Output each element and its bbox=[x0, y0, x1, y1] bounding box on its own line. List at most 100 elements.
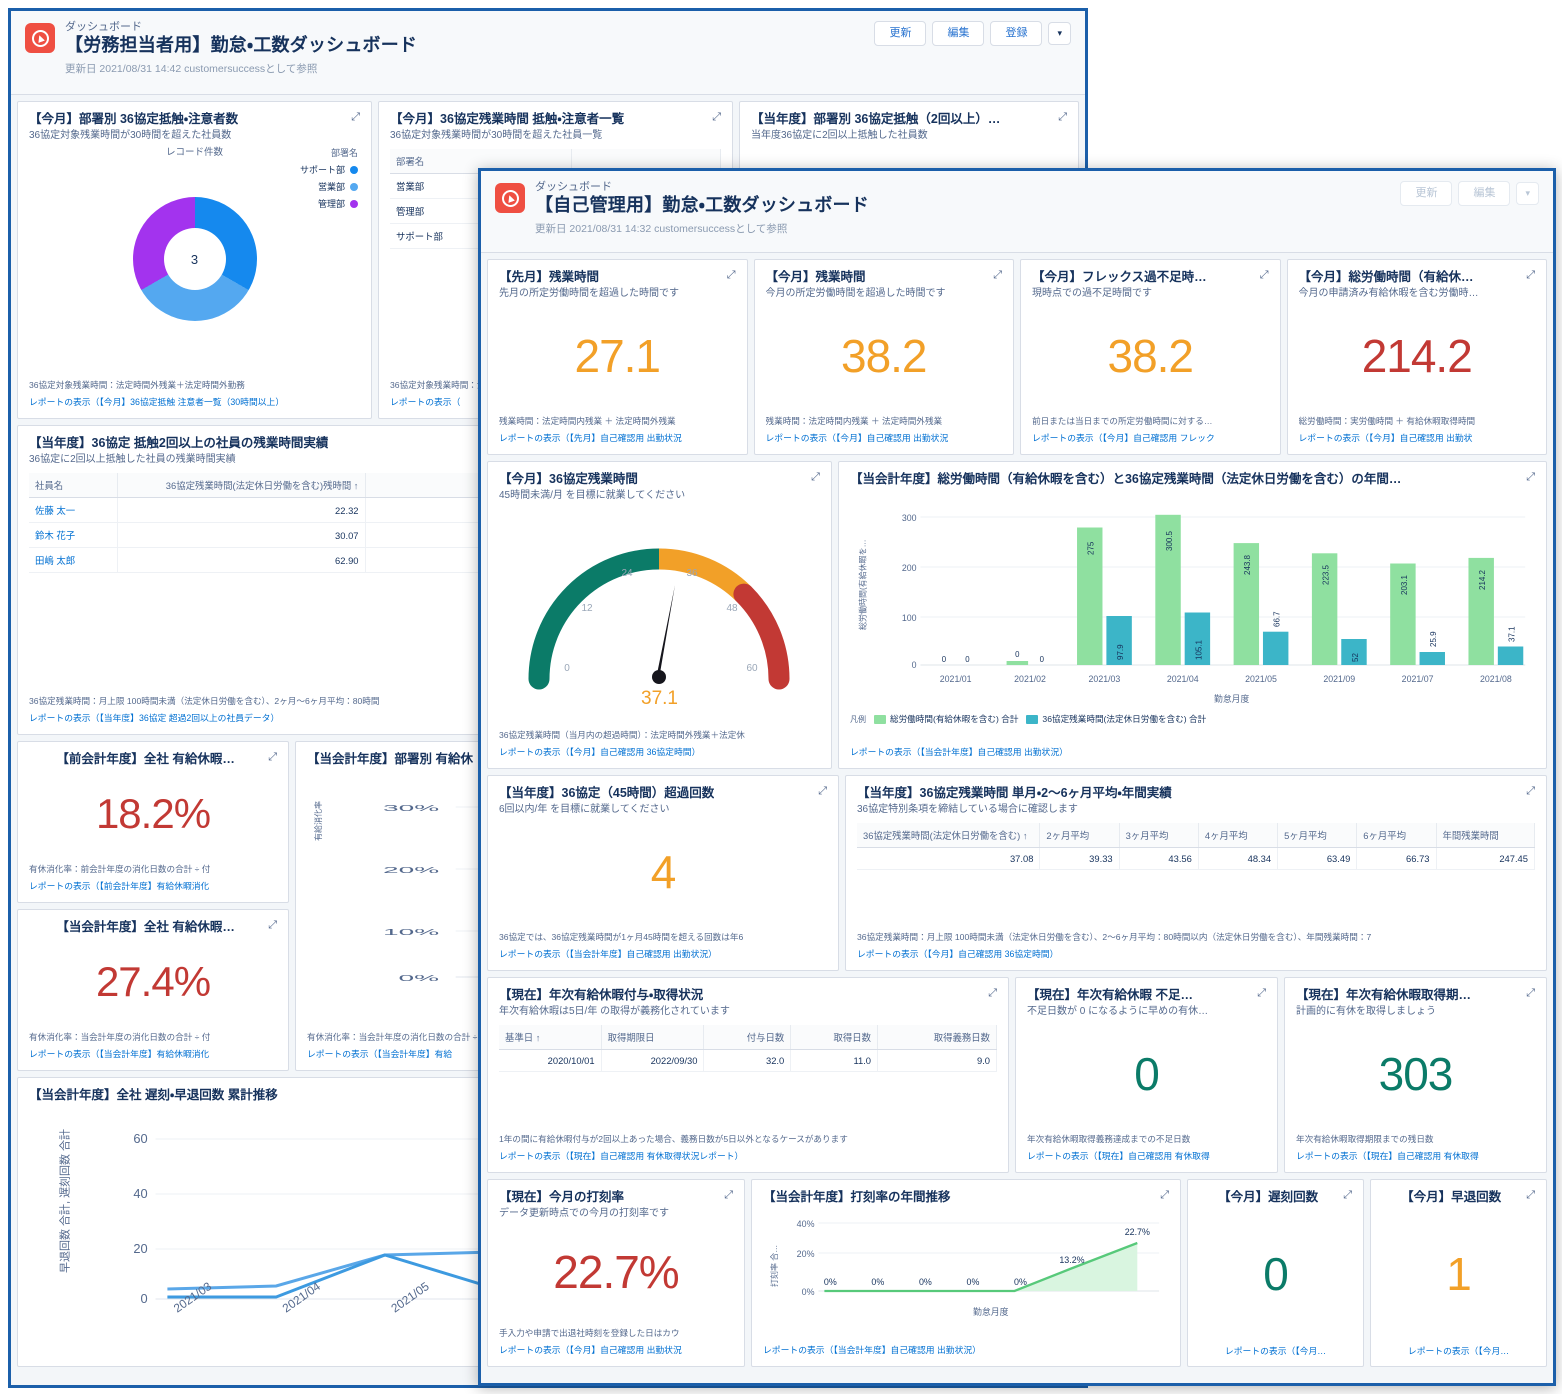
expand-icon[interactable]: ⤢ bbox=[1257, 987, 1266, 999]
expand-icon[interactable]: ⤢ bbox=[712, 111, 721, 123]
expand-icon[interactable]: ⤢ bbox=[726, 269, 736, 281]
view-report-link[interactable]: レポートの表示（【現在】自己確認用 有休取得 bbox=[1296, 1151, 1479, 1161]
card-punch-rate-trend[interactable]: 【当会計年度】打刻率の年間推移 ⤢ 打刻率 合… 40% 20% 0% bbox=[751, 1179, 1181, 1367]
expand-icon[interactable]: ⤢ bbox=[1526, 987, 1535, 999]
expand-icon[interactable]: ⤢ bbox=[1526, 269, 1535, 281]
edit-button[interactable]: 編集 bbox=[932, 21, 985, 47]
column-header-name[interactable]: 社員名 bbox=[29, 473, 118, 499]
bar-green bbox=[1006, 661, 1029, 666]
y-tick: 100 bbox=[902, 613, 917, 623]
view-report-link[interactable]: レポートの表示（【前会計年度】有給休暇消化 bbox=[29, 881, 210, 891]
legend-label: 36協定残業時間(法定休日労働を含む) 合計 bbox=[1042, 714, 1207, 725]
view-report-link[interactable]: レポートの表示（【今月】自己確認用 出勤状 bbox=[1298, 433, 1473, 443]
expand-icon[interactable]: ⤢ bbox=[818, 785, 827, 797]
card-paid-leave-shortage[interactable]: 【現在】年次有給休暇 不足… ⤢ 不足日数が 0 になるように早めの有休… 0 … bbox=[1015, 977, 1278, 1173]
card-36-gauge[interactable]: 【今月】36協定残業時間 ⤢ 45時間未満/月 を目標に就業してください 0 bbox=[487, 461, 832, 769]
view-report-link[interactable]: レポートの表示（【現在】自己確認用 有休取得状況レポート） bbox=[499, 1151, 744, 1161]
column-header-v1[interactable]: 36協定残業時間(法定休日労働を含む)残時間 ↑ bbox=[117, 473, 366, 499]
view-report-link[interactable]: レポートの表示（【当会計年度】有給休暇消化 bbox=[29, 1049, 210, 1059]
view-report-link[interactable]: レポートの表示（【当会計年度】自己確認用 出勤状況） bbox=[763, 1345, 981, 1355]
card-title: 【現在】年次有給休暇付与・取得状況 bbox=[499, 988, 704, 1002]
cell-avg4: 48.34 bbox=[1198, 847, 1279, 871]
card-dept-36-touch-donut[interactable]: 【今月】部署別 36協定抵触・注意者数 ⤢ 36協定対象残業時間が30時間を超え… bbox=[17, 101, 372, 419]
column-header[interactable]: 取得義務日数 bbox=[877, 1025, 997, 1051]
column-header[interactable]: 取得期限日 bbox=[601, 1025, 705, 1051]
edit-button[interactable]: 編集 bbox=[1458, 181, 1511, 207]
column-header[interactable]: 5ヶ月平均 bbox=[1277, 823, 1358, 849]
column-header[interactable]: 基準日 ↑ bbox=[499, 1025, 602, 1051]
cell-employee-name[interactable]: 鈴木 花子 bbox=[29, 522, 118, 549]
expand-icon[interactable]: ⤢ bbox=[993, 269, 1002, 281]
expand-icon[interactable]: ⤢ bbox=[1526, 1189, 1535, 1201]
card-this-month-overtime[interactable]: 【今月】残業時間 ⤢ 今月の所定労働時間を超過した時間です 38.2 残業時間：… bbox=[753, 259, 1014, 455]
card-cur-year-paid-leave[interactable]: 【当会計年度】全社 有給休暇… ⤢ 27.4% 有休消化率：当会計年度の消化日数… bbox=[17, 909, 289, 1071]
x-axis-label: 勤怠月度 bbox=[1214, 693, 1249, 704]
metric-value: 27.1 bbox=[574, 330, 661, 383]
column-header[interactable]: 取得日数 bbox=[790, 1025, 879, 1051]
gauge-needle bbox=[656, 584, 676, 679]
cell-employee-name[interactable]: 田嶋 太郎 bbox=[29, 547, 118, 574]
view-report-link[interactable]: レポートの表示（【当会計年度】自己確認用 出勤状況） bbox=[499, 949, 717, 959]
view-report-link[interactable]: レポートの表示（【当会計年度】自己確認用 出勤状況） bbox=[849, 747, 1068, 757]
header-actions: 更新 編集 ▾ bbox=[1400, 181, 1539, 207]
dashboard-app-icon bbox=[495, 183, 525, 213]
expand-icon[interactable]: ⤢ bbox=[1526, 785, 1535, 797]
view-report-link[interactable]: レポートの表示（【今月】自己確認用 出勤状況 bbox=[765, 433, 949, 443]
column-header[interactable]: 付与日数 bbox=[703, 1025, 792, 1051]
chevron-down-icon[interactable]: ▾ bbox=[1048, 22, 1071, 45]
view-report-link[interactable]: レポートの表示（【今月】自己確認用 フレック bbox=[1032, 433, 1215, 443]
column-header[interactable]: 年間残業時間 bbox=[1436, 823, 1536, 849]
card-flex-balance[interactable]: 【今月】フレックス過不足時… ⤢ 現時点での過不足時間です 38.2 前日または… bbox=[1020, 259, 1281, 455]
card-36-over-count[interactable]: 【当年度】36協定（45時間）超過回数 ⤢ 6回以内/年 を目標に就業してくださ… bbox=[487, 775, 839, 971]
subscribe-button[interactable]: 登録 bbox=[990, 21, 1043, 47]
column-header[interactable]: 3ヶ月平均 bbox=[1119, 823, 1199, 849]
cell-employee-name[interactable]: 佐藤 太一 bbox=[29, 497, 118, 524]
refresh-button[interactable]: 更新 bbox=[1400, 181, 1453, 207]
chevron-down-icon[interactable]: ▾ bbox=[1516, 182, 1539, 205]
view-report-link[interactable]: レポートの表示（【今月】自己確認用 出勤状況 bbox=[499, 1345, 682, 1355]
y-tick: 0 bbox=[912, 660, 917, 670]
expand-icon[interactable]: ⤢ bbox=[724, 1189, 733, 1201]
card-early-leave-count[interactable]: 【今月】早退回数 ⤢ 1 レポートの表示（【今月… bbox=[1370, 1179, 1547, 1367]
card-paid-leave-status[interactable]: 【現在】年次有給休暇付与・取得状況 ⤢ 年次有給休暇は5日/年 の取得が義務化さ… bbox=[487, 977, 1009, 1173]
column-header[interactable]: 36協定残業時間(法定休日労働を含む) ↑ bbox=[857, 823, 1041, 849]
self-management-dashboard-window[interactable]: ダッシュボード 【自己管理用】勤怠・工数ダッシュボード 更新日 2021/08/… bbox=[478, 168, 1556, 1386]
card-paid-leave-days-left[interactable]: 【現在】年次有給休暇取得期… ⤢ 計画的に有休を取得しましょう 303 年次有給… bbox=[1284, 977, 1547, 1173]
card-late-count[interactable]: 【今月】遅刻回数 ⤢ 0 レポートの表示（【今月… bbox=[1187, 1179, 1364, 1367]
card-prev-year-paid-leave[interactable]: 【前会計年度】全社 有給休暇… ⤢ 18.2% 有休消化率：前会計年度の消化日数… bbox=[17, 741, 289, 903]
expand-icon[interactable]: ⤢ bbox=[988, 987, 997, 999]
expand-icon[interactable]: ⤢ bbox=[1259, 269, 1269, 281]
view-report-link[interactable]: レポートの表示（ bbox=[390, 397, 461, 407]
card-title: 【今月】総労働時間（有給休… bbox=[1298, 270, 1474, 284]
expand-icon[interactable]: ⤢ bbox=[811, 471, 820, 483]
card-punch-rate[interactable]: 【現在】今月の打刻率 ⤢ データ更新時点での今月の打刻率です 22.7% 手入力… bbox=[487, 1179, 745, 1367]
view-report-link[interactable]: レポートの表示（【先月】自己確認用 出勤状況 bbox=[499, 433, 682, 443]
refresh-button[interactable]: 更新 bbox=[874, 21, 927, 47]
column-header[interactable]: 4ヶ月平均 bbox=[1198, 823, 1279, 849]
view-report-link[interactable]: レポートの表示（【今月… bbox=[1224, 1346, 1327, 1357]
column-header[interactable]: 6ヶ月平均 bbox=[1356, 823, 1437, 849]
view-report-link[interactable]: レポートの表示（【今月】自己確認用 36協定時間） bbox=[857, 949, 1059, 959]
expand-icon[interactable]: ⤢ bbox=[351, 111, 360, 123]
card-title: 【前会計年度】全社 有給休暇… bbox=[56, 752, 235, 766]
expand-icon[interactable]: ⤢ bbox=[268, 919, 277, 931]
view-report-link[interactable]: レポートの表示（【当会計年度】有給 bbox=[307, 1049, 453, 1059]
view-report-link[interactable]: レポートの表示（【当年度】36協定 超過2回以上の社員データ） bbox=[29, 713, 280, 723]
view-report-link[interactable]: レポートの表示（【今月】自己確認用 36協定時間） bbox=[499, 747, 701, 757]
card-overtime-average-table[interactable]: 【当年度】36協定残業時間 単月・2～6ヶ月平均・年間実績 ⤢ 36協定特別条項… bbox=[845, 775, 1547, 971]
view-report-link[interactable]: レポートの表示（【今月… bbox=[1407, 1346, 1510, 1357]
expand-icon[interactable]: ⤢ bbox=[1058, 111, 1067, 123]
expand-icon[interactable]: ⤢ bbox=[1343, 1189, 1352, 1201]
card-total-work-hours[interactable]: 【今月】総労働時間（有給休… ⤢ 今月の申請済み有給休暇を含む労働時… 214.… bbox=[1286, 259, 1547, 455]
expand-icon[interactable]: ⤢ bbox=[268, 751, 277, 763]
view-report-link[interactable]: レポートの表示（【今月】36協定抵触 注意者一覧（30時間以上） bbox=[29, 397, 285, 407]
card-last-month-overtime[interactable]: 【先月】残業時間 ⤢ 先月の所定労働時間を超過した時間です 27.1 残業時間：… bbox=[487, 259, 748, 455]
card-annual-hours-bar[interactable]: 【当会計年度】総労働時間（有給休暇を含む）と36協定残業時間（法定休日労働を含む… bbox=[837, 461, 1547, 769]
expand-icon[interactable]: ⤢ bbox=[1160, 1189, 1169, 1201]
y-tick: 20% bbox=[383, 866, 439, 875]
column-header[interactable]: 2ヶ月平均 bbox=[1039, 823, 1120, 849]
expand-icon[interactable]: ⤢ bbox=[1526, 471, 1535, 483]
view-report-link[interactable]: レポートの表示（【現在】自己確認用 有休取得 bbox=[1027, 1151, 1210, 1161]
cell-overtime: 30.07 bbox=[117, 522, 366, 549]
bar-label: 25.9 bbox=[1429, 631, 1438, 647]
